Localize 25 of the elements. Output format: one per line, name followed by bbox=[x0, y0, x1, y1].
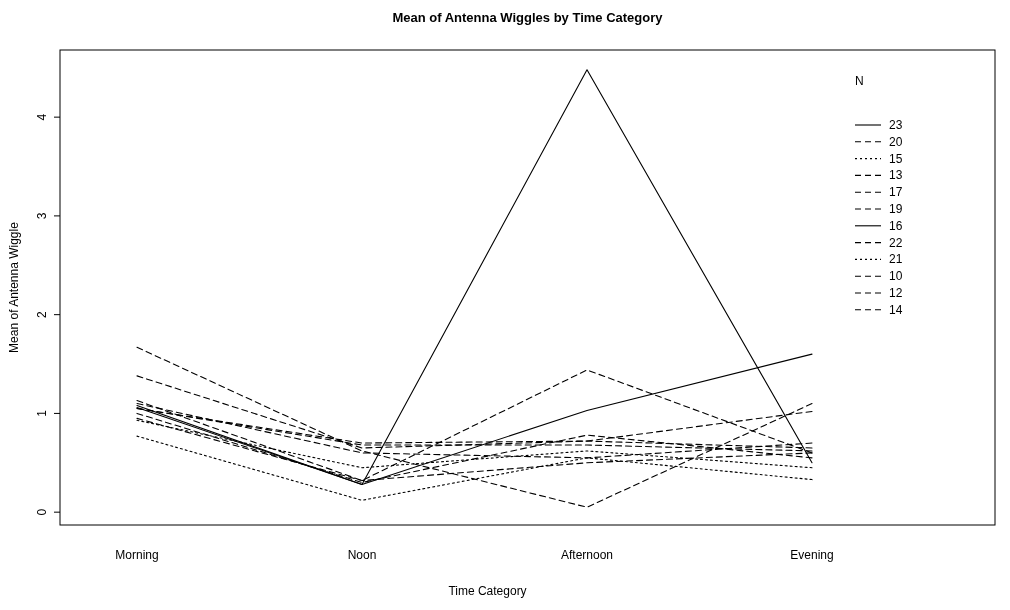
legend-label: 22 bbox=[889, 235, 903, 250]
legend-label: 14 bbox=[889, 302, 903, 317]
y-tick-label: 2 bbox=[35, 311, 49, 318]
legend-label: 15 bbox=[889, 151, 903, 166]
x-axis-title: Time Category bbox=[448, 584, 527, 598]
legend-label: 17 bbox=[889, 185, 903, 200]
y-tick-label: 1 bbox=[35, 409, 49, 417]
y-axis-title: Mean of Antenna Wiggle bbox=[7, 221, 21, 353]
x-tick-label: Noon bbox=[347, 548, 377, 562]
legend-title: N bbox=[855, 74, 864, 88]
legend-label: 12 bbox=[889, 286, 903, 300]
legend-label: 16 bbox=[889, 218, 903, 233]
legend-label: 23 bbox=[889, 118, 903, 132]
x-tick-label: Morning bbox=[115, 548, 159, 562]
legend-label: 10 bbox=[889, 269, 903, 284]
x-tick-label: Evening bbox=[790, 548, 834, 562]
y-tick-label: 4 bbox=[35, 113, 49, 121]
y-tick-label: 3 bbox=[35, 212, 49, 220]
legend-label: 21 bbox=[889, 252, 903, 267]
legend-label: 13 bbox=[889, 168, 903, 183]
legend-label: 20 bbox=[889, 134, 903, 149]
chart-title: Mean of Antenna Wiggles by Time Category bbox=[392, 10, 664, 25]
x-tick-label: Afternoon bbox=[560, 548, 614, 562]
legend-label: 19 bbox=[889, 202, 903, 216]
y-tick-label: 0 bbox=[35, 508, 49, 516]
